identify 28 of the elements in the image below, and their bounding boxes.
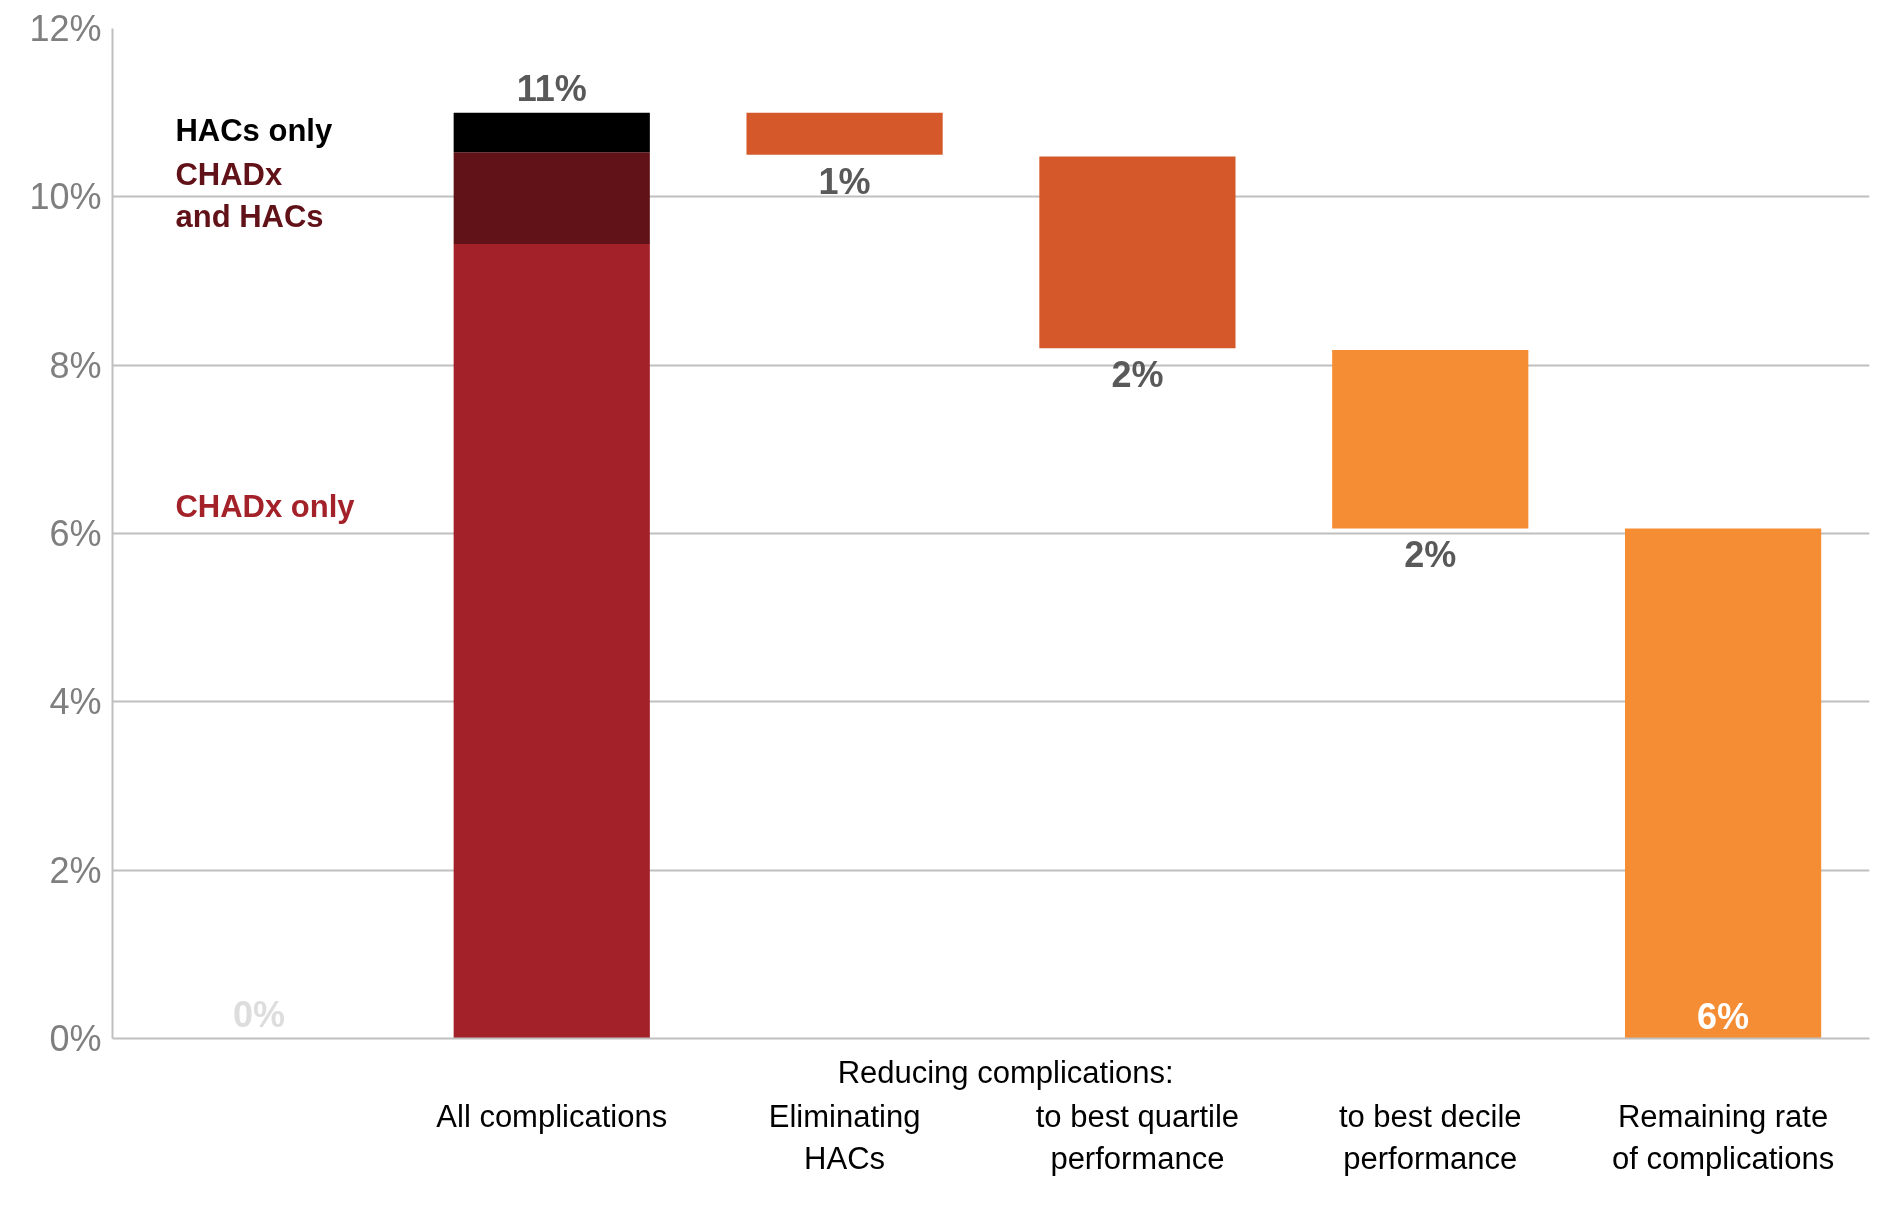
y-tick-label: 0%: [49, 1018, 102, 1059]
bar: [453, 112, 650, 153]
bar: [453, 152, 650, 244]
bar: [1039, 156, 1236, 349]
data-label: 2%: [1404, 534, 1457, 576]
y-tick-label: 10%: [29, 176, 102, 218]
bar: [1332, 350, 1529, 529]
text: Reducing complications:: [837, 1054, 1174, 1090]
x-tick-label: to best decile performance: [1338, 1098, 1522, 1176]
x-tick-label: Remaining rate of complications: [1611, 1098, 1835, 1176]
data-label: 1%: [818, 160, 871, 202]
y-tick-label: 8%: [49, 344, 102, 386]
y-tick-label: 4%: [49, 681, 102, 723]
x-tick-label: Eliminating HACs: [768, 1098, 921, 1176]
total-label: 11%: [516, 67, 587, 109]
data-label: 2%: [1111, 354, 1164, 396]
y-tick-label: 2%: [49, 849, 102, 891]
text: HACs only: [175, 112, 333, 148]
y-tick-label: 12%: [29, 8, 102, 49]
text: CHADx only: [175, 488, 356, 524]
y-tick-label: 6%: [49, 513, 102, 554]
bar: [1624, 528, 1822, 1039]
x-tick-label: to best quartile performance: [1035, 1098, 1240, 1176]
bar: [746, 112, 943, 155]
text: CHADx and HACs: [175, 156, 324, 234]
bar: [453, 243, 650, 1039]
data-label: 6%: [1697, 995, 1750, 1037]
x-tick-label: All complications: [436, 1098, 668, 1134]
